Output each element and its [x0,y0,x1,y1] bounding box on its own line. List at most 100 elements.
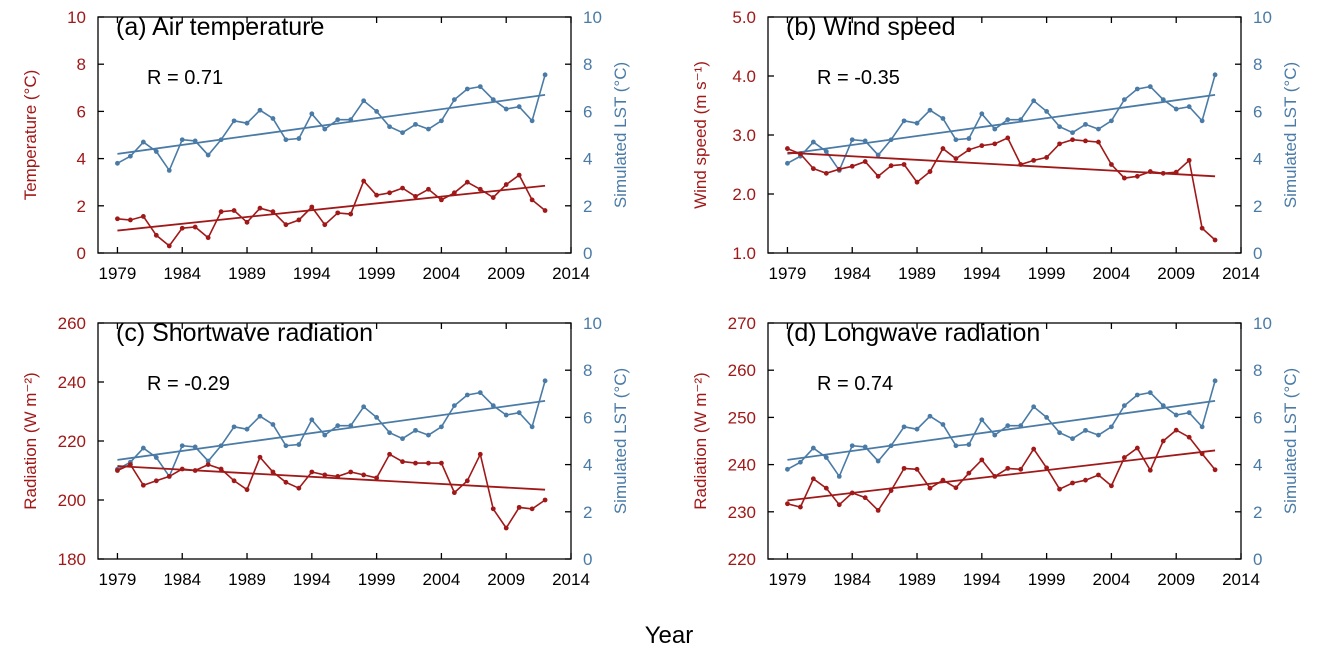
series-line-right [787,380,1216,479]
data-point-left [1212,467,1218,473]
data-point-right [464,86,470,92]
x-axis-title: Year [645,622,694,649]
y-tick-label-left: 1.0 [732,244,756,263]
series-line-left [117,451,546,530]
y-tick-label-right: 10 [583,314,602,333]
y-tick-label-left: 6 [77,102,86,121]
data-point-right [914,426,920,432]
data-point-right [387,430,392,436]
data-point-left [426,460,431,466]
x-tick-label: 1989 [898,570,936,589]
data-point-right [992,432,998,438]
data-point-right [140,139,146,145]
x-tick-label: 2004 [422,264,460,283]
data-point-left [1044,155,1050,160]
data-point-right [244,120,250,126]
trend-line-right [787,93,1216,155]
data-point-left [516,504,522,510]
data-point-right [810,445,816,451]
data-point-left [451,490,457,496]
data-point-left [166,474,172,479]
data-point-right [1096,432,1101,438]
data-point-left [901,162,907,167]
x-tick-label: 1979 [99,264,137,283]
data-point-right [1212,378,1218,384]
data-point-right [426,432,431,438]
data-point-left [1212,237,1218,243]
data-point-right [1173,106,1179,112]
data-point-left [862,495,868,501]
data-point-right [309,111,315,117]
data-point-right [785,160,790,166]
data-point-left [810,476,816,482]
correlation-label: R = 0.71 [147,67,223,89]
data-point-left [387,451,392,457]
data-point-right [1212,72,1218,78]
data-point-left [283,479,289,485]
correlation-label: R = -0.35 [817,67,900,89]
y-tick-label-right: 8 [1253,361,1262,380]
y-tick-label-right: 0 [583,244,592,263]
data-point-left [140,482,146,488]
data-point-right [153,149,159,154]
correlation-label: R = 0.74 [817,373,893,395]
x-tick-label: 2004 [1092,264,1130,283]
data-point-right [309,417,315,423]
y-tick-label-right: 0 [1253,244,1262,263]
panel-title: (d) Longwave radiation [786,319,1040,347]
data-point-left [166,243,172,249]
data-point-right [927,107,933,113]
data-point-left [270,209,276,215]
data-point-left [901,465,907,471]
x-tick-label: 1999 [1028,264,1066,283]
y-tick-label-right: 4 [583,456,592,475]
data-point-right [542,72,548,78]
data-point-right [464,392,470,398]
data-point-left [1121,175,1127,181]
data-point-left [348,469,354,475]
data-point-right [115,160,120,166]
data-point-left [542,497,548,503]
x-tick-label: 2009 [1157,570,1195,589]
y-tick-label-left: 260 [58,314,86,333]
data-point-right [127,153,133,159]
data-point-left [1070,480,1075,486]
data-point-left [785,146,790,151]
data-point-left [914,466,920,472]
data-point-right [296,442,302,447]
data-point-left [322,222,328,228]
data-point-right [1044,109,1050,114]
data-point-left [400,185,405,191]
data-point-left [810,166,816,172]
data-point-right [205,458,211,464]
y-tick-label-right: 8 [1253,55,1262,74]
data-point-left [257,454,263,460]
data-point-left [1031,446,1037,452]
data-point-right [1070,130,1075,136]
data-point-right [1031,98,1037,104]
y-tick-label-right: 6 [1253,408,1262,427]
data-point-left [1160,438,1166,444]
x-tick-label: 1999 [1028,570,1066,589]
data-point-right [283,443,289,449]
data-point-right [875,152,881,158]
data-point-right [785,466,790,472]
data-point-left [322,472,328,478]
plot-frame [767,16,1242,254]
data-point-left [464,478,470,484]
data-point-right [490,403,496,408]
y-axis-title-right: Simulated LST (°C) [1281,62,1300,208]
data-point-right [451,97,457,102]
y-tick-label-left: 4 [77,150,86,169]
x-tick-label: 1994 [293,264,331,283]
data-point-right [413,427,418,433]
data-point-left [426,186,431,192]
data-point-left [257,205,263,211]
data-point-left [140,214,146,219]
data-point-right [1109,118,1114,124]
data-point-right [1134,392,1140,398]
y-tick-label-right: 2 [1253,503,1262,522]
y-tick-label-left: 250 [728,408,756,427]
series-line-left [787,136,1216,241]
data-point-left [927,169,933,174]
